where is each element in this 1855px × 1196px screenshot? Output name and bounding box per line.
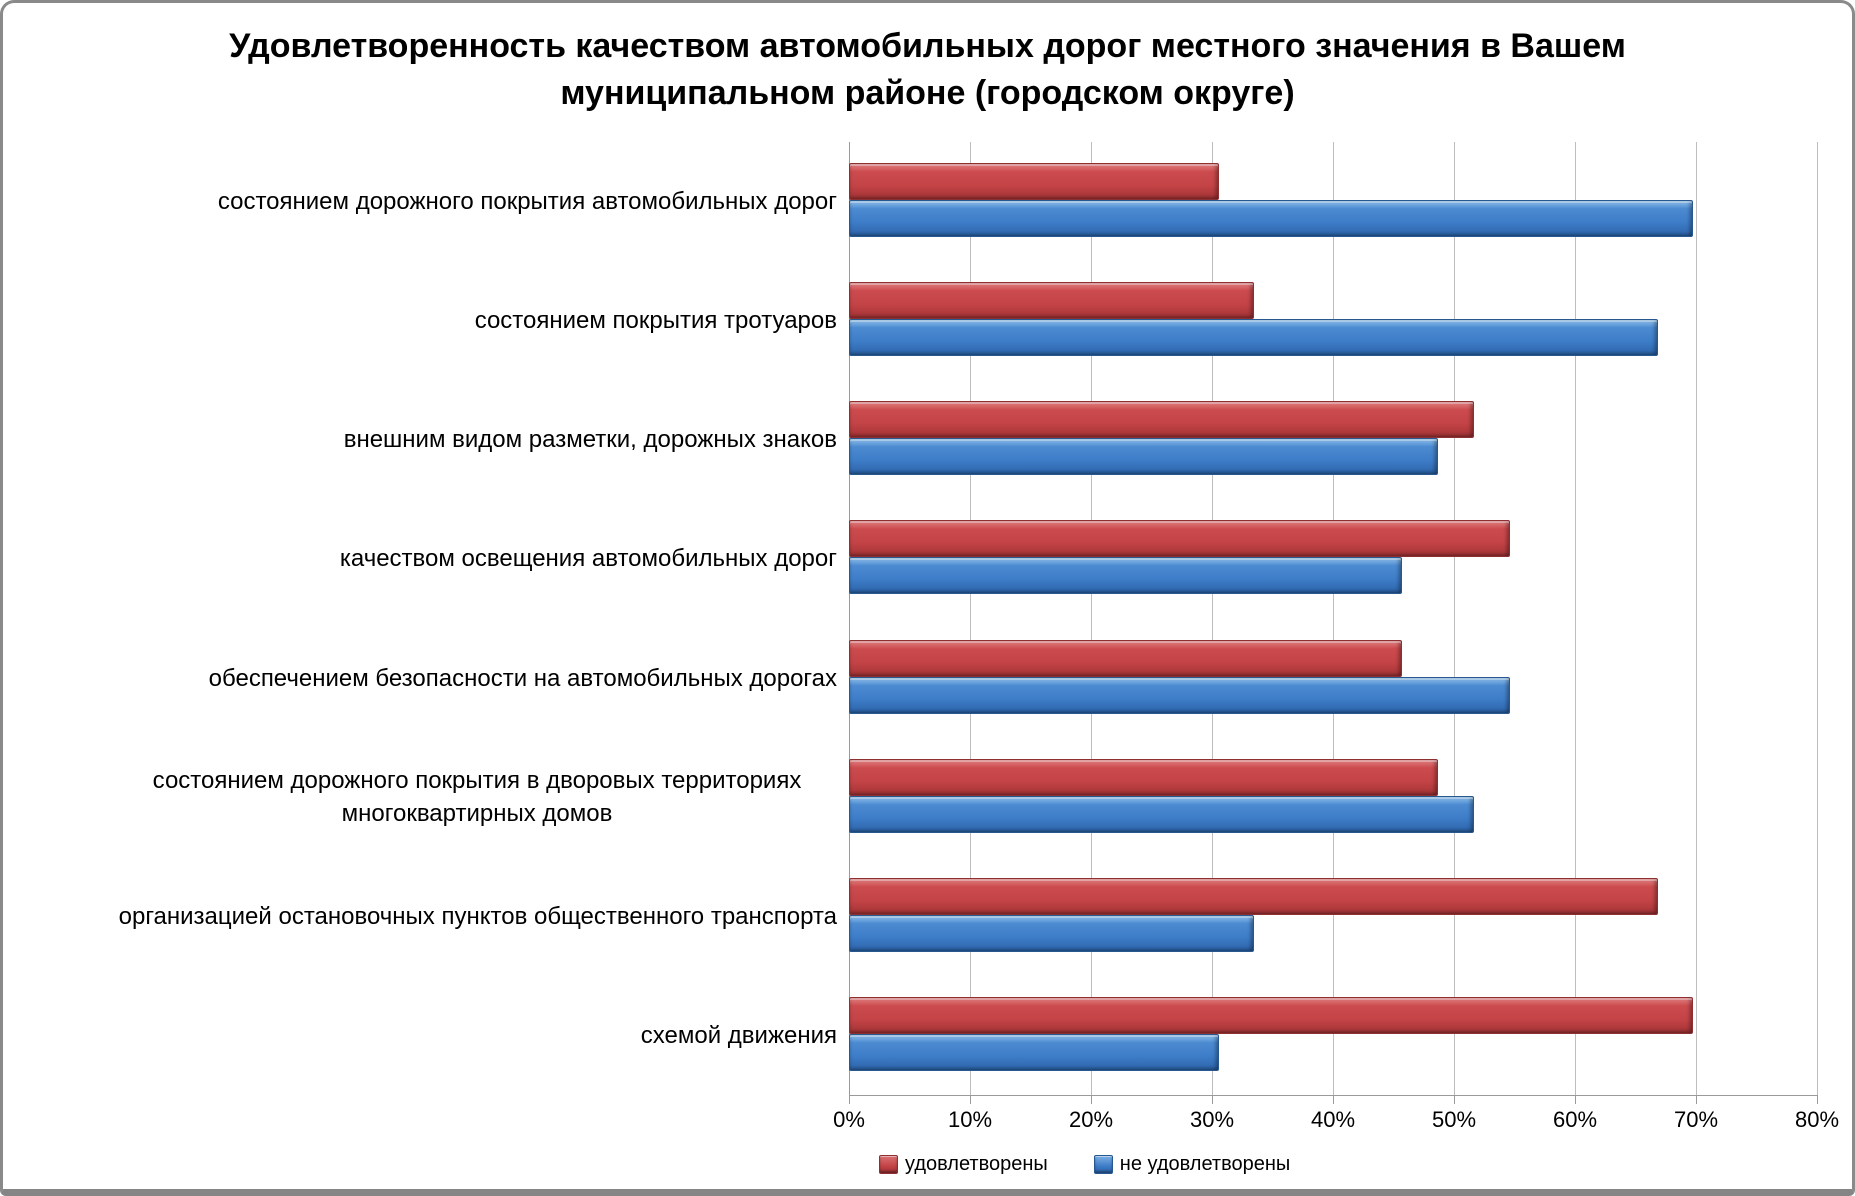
plot-area	[849, 142, 1818, 1095]
gridline	[1575, 142, 1576, 1095]
bar-row	[849, 976, 1817, 1095]
bar-satisfied	[849, 877, 1659, 915]
category-label-row: схемой движения	[15, 976, 837, 1095]
bar-unsatisfied	[849, 1033, 1219, 1071]
bar-satisfied	[849, 996, 1694, 1034]
gridline	[1454, 142, 1455, 1095]
category-label: состоянием покрытия тротуаров	[474, 307, 837, 335]
tick-mark	[1333, 1095, 1334, 1104]
category-label-row: внешним видом разметки, дорожных знаков	[15, 380, 837, 499]
x-tick-label: 60%	[1552, 1107, 1598, 1132]
bar-row	[849, 738, 1817, 857]
gridline	[1333, 142, 1334, 1095]
bar-satisfied	[849, 639, 1402, 677]
bar-row	[849, 142, 1817, 261]
gridline	[970, 142, 971, 1095]
bar-unsatisfied	[849, 200, 1694, 237]
tick-mark	[849, 1095, 850, 1104]
bar-row	[849, 499, 1817, 618]
tick-mark	[1817, 1095, 1818, 1104]
gridline	[1212, 142, 1213, 1095]
x-tick-label: 80%	[1794, 1107, 1840, 1132]
category-label: состоянием дорожного покрытия в дворовых…	[152, 767, 802, 828]
bar-unsatisfied	[849, 676, 1511, 714]
category-label: обеспечением безопасности на автомобильн…	[208, 664, 837, 692]
bar-satisfied	[849, 401, 1475, 439]
chart-title-line-1: Удовлетворенность качеством автомобильны…	[229, 27, 1626, 65]
legend-label-satisfied: удовлетворены	[905, 1153, 1048, 1175]
category-label-row: качеством освещения автомобильных дорог	[15, 499, 837, 618]
legend-item-satisfied: удовлетворены	[879, 1153, 1048, 1176]
x-tick-label: 0%	[833, 1107, 865, 1132]
tick-mark	[1091, 1095, 1092, 1104]
gridline	[849, 142, 850, 1095]
category-label-row: организацией остановочных пунктов общест…	[15, 857, 837, 976]
x-tick-label: 10%	[947, 1107, 993, 1132]
bar-satisfied	[849, 163, 1219, 200]
bar-unsatisfied	[849, 557, 1402, 595]
chart-title: Удовлетворенность качеством автомобильны…	[3, 23, 1852, 117]
bar-row	[849, 380, 1817, 499]
bar-unsatisfied	[849, 914, 1254, 952]
bar-satisfied	[849, 758, 1438, 796]
legend-swatch-satisfied-icon	[879, 1155, 898, 1174]
legend-swatch-unsatisfied-icon	[1093, 1155, 1113, 1174]
category-label: состоянием дорожного покрытия автомобиль…	[217, 188, 837, 215]
chart-title-line-2: муниципальном районе (городском округе)	[560, 74, 1295, 112]
x-tick-label: 40%	[1310, 1107, 1356, 1132]
category-label-row: состоянием дорожного покрытия автомобиль…	[15, 142, 837, 261]
legend-label-unsatisfied: не удовлетворены	[1119, 1153, 1291, 1175]
category-label-row: состоянием покрытия тротуаров	[15, 261, 837, 380]
gridline	[1817, 142, 1818, 1095]
bar-satisfied	[849, 520, 1511, 558]
x-tick-label: 50%	[1431, 1107, 1477, 1132]
x-tick-label: 30%	[1189, 1107, 1235, 1132]
tick-mark	[1212, 1095, 1213, 1104]
bar-unsatisfied	[849, 319, 1659, 357]
category-label: качеством освещения автомобильных дорог	[339, 545, 837, 573]
bar-unsatisfied	[849, 795, 1475, 833]
gridline	[1696, 142, 1697, 1095]
legend-item-unsatisfied: не удовлетворены	[1093, 1153, 1291, 1176]
bar-satisfied	[849, 282, 1254, 320]
tick-mark	[1454, 1095, 1455, 1104]
gridline	[1091, 142, 1092, 1095]
tick-mark	[970, 1095, 971, 1104]
category-label: схемой движения	[640, 1021, 837, 1049]
category-label: внешним видом разметки, дорожных знаков	[343, 426, 837, 454]
tick-mark	[1575, 1095, 1576, 1104]
category-label: организацией остановочных пунктов общест…	[118, 902, 837, 930]
x-tick-label: 70%	[1673, 1107, 1719, 1132]
bar-row	[849, 857, 1817, 976]
category-axis: состоянием дорожного покрытия автомобиль…	[15, 142, 837, 1095]
category-label-row: обеспечением безопасности на автомобильн…	[15, 619, 837, 738]
bar-row	[849, 261, 1817, 380]
category-label-row: состоянием дорожного покрытия в дворовых…	[15, 738, 837, 857]
bar-row	[849, 619, 1817, 738]
x-tick-label: 20%	[1068, 1107, 1114, 1132]
legend: удовлетворены не удовлетворены	[879, 1153, 1290, 1176]
bar-unsatisfied	[849, 438, 1438, 476]
tick-mark	[1696, 1095, 1697, 1104]
